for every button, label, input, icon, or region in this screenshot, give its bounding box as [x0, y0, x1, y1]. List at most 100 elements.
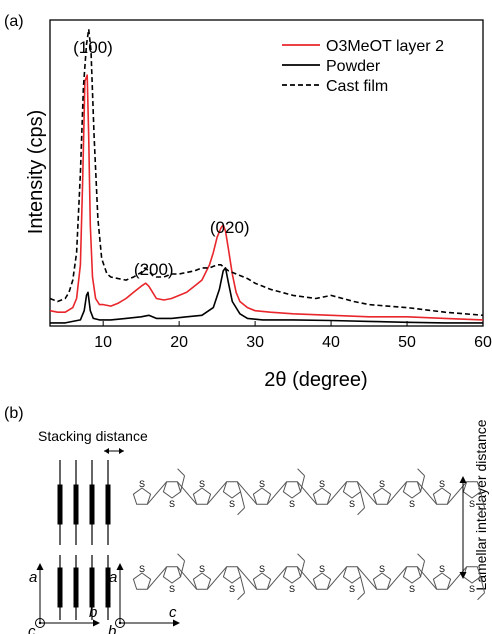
xrd-chart: 10 20 30 40 50 60 (100) (200) (020) 2θ (degree)… — [25, 19, 492, 391]
ring-bond-bottom-2 — [176, 566, 198, 590]
chain-bar-1-3 — [105, 567, 111, 608]
peak-label-2: (200) — [134, 260, 174, 279]
sulfur-label-top-0: S — [139, 479, 145, 489]
methoxy-tail-bottom-9 — [417, 553, 425, 562]
sulfur-label-bottom-6: S — [319, 564, 325, 574]
chain-bar-0-3 — [105, 484, 111, 525]
sulfur-label-bottom-4: S — [259, 564, 265, 574]
ring-bond-top-7 — [326, 481, 348, 505]
sulfur-label-bottom-0: S — [139, 564, 145, 574]
ring-bond-top-3 — [206, 481, 228, 505]
thiophene-ring-top-6 — [312, 487, 332, 505]
x-tick-label-6: 60 — [474, 334, 492, 351]
thiophene-ring-bottom-8 — [372, 572, 392, 590]
methoxy-bond-bottom-1 — [180, 560, 186, 577]
chain-bar-1-1 — [73, 567, 79, 608]
methoxy-bond-bottom-11 — [480, 576, 486, 593]
thiophene-ring-bottom-3 — [222, 566, 242, 584]
sulfur-label-bottom-3: S — [229, 584, 235, 594]
thiophene-ring-bottom-1 — [162, 566, 182, 584]
methoxy-bond-bottom-3 — [240, 576, 246, 593]
thiophene-ring-top-10 — [432, 487, 452, 505]
legend: O3MeOT layer 2 Powder Cast film — [282, 38, 444, 95]
sulfur-label-bottom-8: S — [379, 564, 385, 574]
diagram-shapes: a b c a c b S S S S S S S S S S S S S S S S S S S S S S S S — [28, 448, 486, 634]
thiophene-ring-bottom-10 — [432, 572, 452, 590]
ring-bond-bottom-6 — [296, 566, 318, 590]
legend-label-1: O3MeOT layer 2 — [326, 38, 444, 55]
methoxy-bond-top-5 — [300, 475, 306, 492]
chain-bar-1-2 — [89, 567, 95, 608]
ring-bond-top-10 — [416, 481, 438, 505]
ring-bond-top-9 — [386, 481, 408, 505]
sulfur-label-top-2: S — [199, 479, 205, 489]
sulfur-label-top-8: S — [379, 479, 385, 489]
thiophene-ring-bottom-0 — [132, 572, 152, 590]
stacking-distance-label: Stacking distance — [38, 428, 148, 444]
thiophene-ring-top-8 — [372, 487, 392, 505]
thiophene-ring-bottom-2 — [192, 572, 212, 590]
ring-bond-top-5 — [266, 481, 288, 505]
x-axis-label: 2θ (degree) — [264, 369, 367, 391]
axes-left-origin-dot — [38, 621, 42, 625]
sulfur-label-top-3: S — [229, 499, 235, 509]
sulfur-label-top-5: S — [289, 499, 295, 509]
ring-bond-top-2 — [176, 481, 198, 505]
methoxy-tail-top-7 — [357, 507, 365, 516]
axes-left-arrow-right — [93, 619, 100, 627]
methoxy-bond-bottom-7 — [360, 576, 366, 593]
sulfur-label-bottom-11: S — [469, 584, 475, 594]
thiophene-ring-top-9 — [402, 481, 422, 499]
sulfur-label-bottom-9: S — [409, 584, 415, 594]
lamellar-distance-label: Lamellar interlayer distance — [473, 419, 489, 590]
axes-left-label-origin: c — [28, 623, 36, 634]
x-tick-label-1: 10 — [94, 334, 112, 351]
axes-left-arrow-up — [36, 563, 44, 570]
chain-bar-0-1 — [73, 484, 79, 525]
ring-bond-top-6 — [296, 481, 318, 505]
sulfur-label-top-11: S — [469, 499, 475, 509]
sulfur-label-bottom-2: S — [199, 564, 205, 574]
ring-bond-bottom-7 — [326, 566, 348, 590]
axes-left-origin-ring — [35, 618, 45, 628]
ring-bond-bottom-10 — [416, 566, 438, 590]
methoxy-bond-top-3 — [240, 491, 246, 508]
methoxy-bond-top-7 — [360, 491, 366, 508]
ring-bond-top-8 — [356, 481, 378, 505]
thiophene-ring-top-0 — [132, 487, 152, 505]
axes-left-label-right: b — [89, 604, 97, 621]
stacking-arrowhead-left — [104, 448, 109, 454]
thiophene-ring-top-11 — [462, 481, 482, 499]
chain-bar-1-0 — [57, 567, 63, 608]
axes-right-label-up: a — [109, 569, 117, 586]
ring-bond-bottom-1 — [146, 566, 168, 590]
x-axis-ticks: 10 20 30 40 50 60 — [94, 321, 492, 351]
panel-a-label: (a) — [4, 13, 24, 30]
sulfur-label-top-10: S — [439, 479, 445, 489]
methoxy-tail-top-3 — [237, 507, 245, 516]
x-tick-label-4: 40 — [322, 334, 340, 351]
methoxy-bond-top-1 — [180, 475, 186, 492]
thiophene-ring-top-3 — [222, 481, 242, 499]
methoxy-tail-top-9 — [417, 468, 425, 477]
methoxy-tail-top-1 — [177, 468, 185, 477]
methoxy-tail-bottom-5 — [297, 553, 305, 562]
axes-left-label-up: a — [29, 569, 37, 586]
methoxy-tail-bottom-7 — [357, 592, 365, 601]
chain-bar-0-2 — [89, 484, 95, 525]
methoxy-bond-top-11 — [480, 491, 486, 508]
peak-annotations: (100) (200) (020) — [73, 38, 249, 279]
ring-bond-bottom-11 — [446, 566, 468, 590]
thiophene-ring-top-7 — [342, 481, 362, 499]
sulfur-label-top-9: S — [409, 499, 415, 509]
methoxy-tail-bottom-11 — [477, 592, 485, 601]
y-axis-label: Intensity (cps) — [25, 110, 47, 234]
ring-bond-bottom-4 — [236, 566, 258, 590]
series-line-1 — [49, 74, 484, 321]
axes-right-label-right: c — [169, 604, 177, 621]
thiophene-ring-bottom-4 — [252, 572, 272, 590]
methoxy-bond-bottom-9 — [420, 560, 426, 577]
ring-bond-bottom-8 — [356, 566, 378, 590]
sulfur-label-top-4: S — [259, 479, 265, 489]
series-line-2 — [50, 267, 483, 324]
